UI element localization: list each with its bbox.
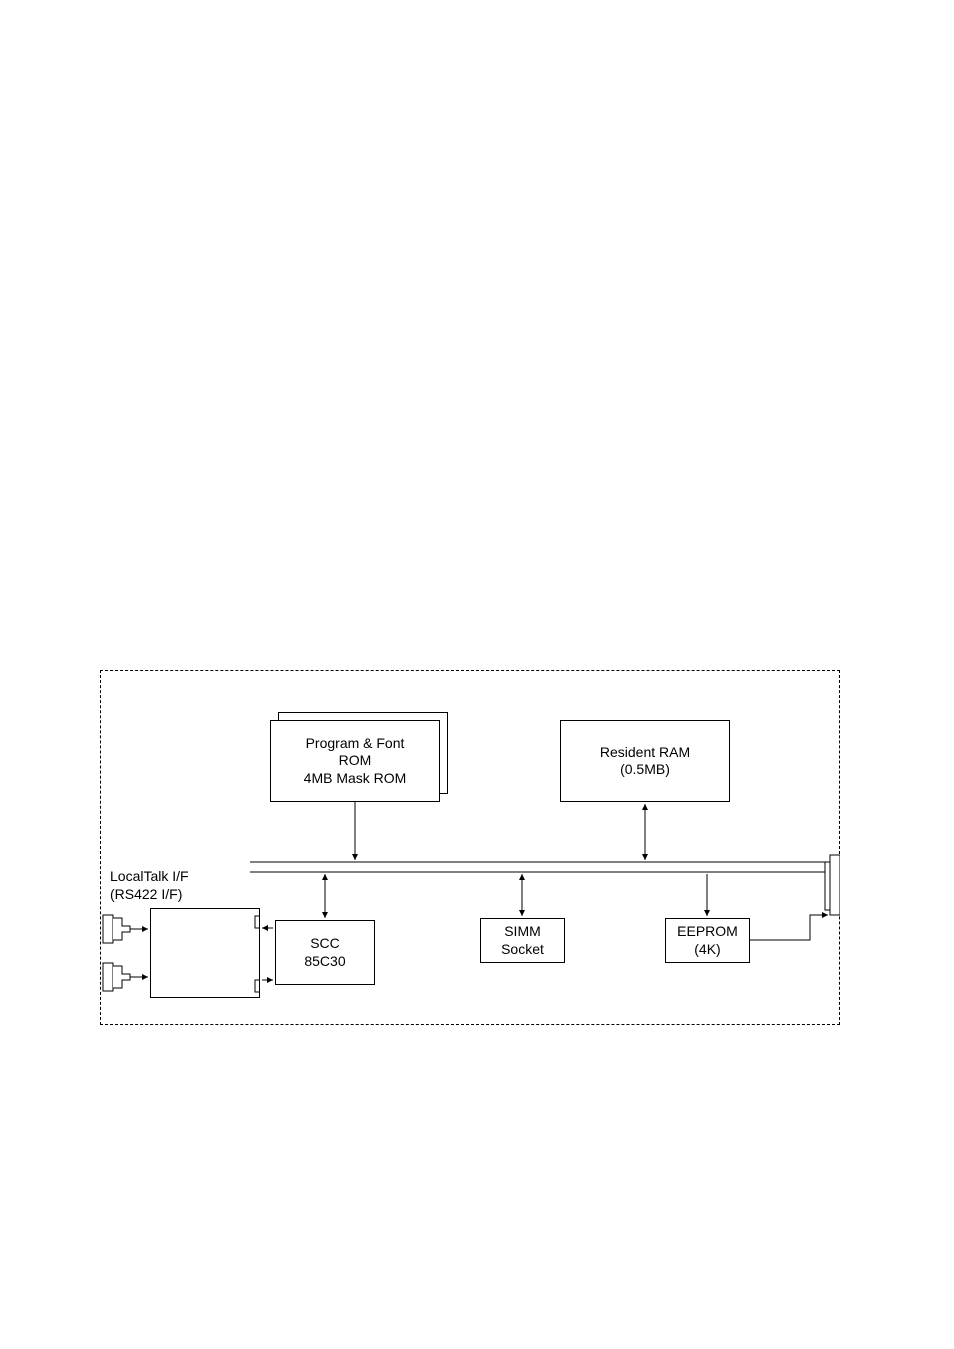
rom-line3: 4MB Mask ROM — [304, 770, 407, 786]
scc-node: SCC 85C30 — [275, 920, 375, 985]
localtalk-box — [150, 908, 260, 998]
rom-line2: ROM — [339, 752, 372, 768]
rom-line1: Program & Font — [306, 735, 405, 751]
eeprom-node: EEPROM (4K) — [665, 918, 750, 963]
block-diagram: Program & Font ROM 4MB Mask ROM Resident… — [100, 670, 840, 1025]
localtalk-line1: LocalTalk I/F — [110, 868, 189, 884]
eeprom-line1: EEPROM — [677, 923, 738, 939]
ram-node: Resident RAM (0.5MB) — [560, 720, 730, 802]
ram-line1: Resident RAM — [600, 744, 690, 760]
scc-line2: 85C30 — [304, 953, 345, 969]
localtalk-label: LocalTalk I/F (RS422 I/F) — [110, 868, 189, 903]
simm-node: SIMM Socket — [480, 918, 565, 963]
localtalk-line2: (RS422 I/F) — [110, 886, 182, 902]
rom-node: Program & Font ROM 4MB Mask ROM — [270, 720, 440, 802]
eeprom-line2: (4K) — [694, 941, 720, 957]
simm-line1: SIMM — [504, 923, 541, 939]
ram-line2: (0.5MB) — [620, 761, 670, 777]
scc-line1: SCC — [310, 935, 340, 951]
simm-line2: Socket — [501, 941, 544, 957]
